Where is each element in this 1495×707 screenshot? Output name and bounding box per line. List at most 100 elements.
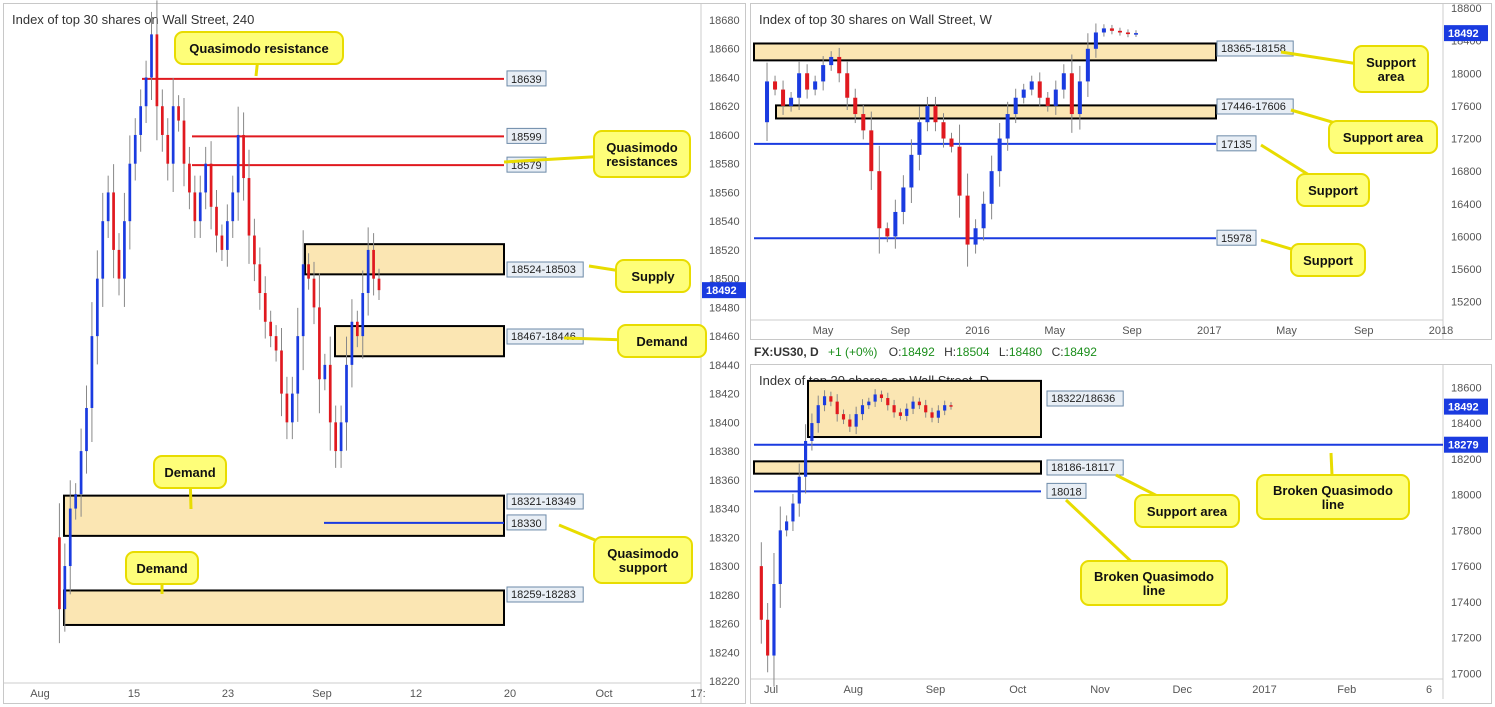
candle-body — [106, 192, 110, 222]
x-tick-label: Oct — [595, 688, 612, 700]
candle-body — [765, 81, 770, 123]
candle-body — [841, 414, 846, 420]
candle-body — [128, 163, 132, 222]
candle-body — [188, 163, 191, 193]
h4-chart-svg[interactable]: Index of top 30 shares on Wall Street, 2… — [4, 0, 747, 705]
zone-label-box — [1216, 98, 1294, 115]
candle-body — [155, 34, 159, 107]
callout-box — [1256, 474, 1410, 520]
candle-body — [941, 122, 946, 139]
y-tick-label: 18000 — [1451, 490, 1482, 502]
candle-body — [209, 163, 213, 207]
daily-low: 18480 — [1008, 345, 1043, 359]
callout-box — [1353, 45, 1429, 93]
candle-body — [296, 336, 300, 394]
daily-high: 18504 — [956, 345, 990, 359]
callout-label: line — [1322, 497, 1344, 512]
level-label-box — [506, 127, 547, 144]
x-tick-label: May — [1276, 325, 1297, 337]
candle-body — [139, 106, 143, 135]
chart-title: Index of top 30 shares on Wall Street, W — [759, 12, 993, 27]
candle-body — [816, 405, 820, 424]
axis-level-label: 18279 — [1448, 440, 1479, 452]
zone-label: 18321-18349 — [511, 496, 576, 508]
candle-body — [242, 134, 245, 179]
x-tick-label: 2017 — [1197, 325, 1221, 337]
candle-body — [328, 364, 332, 423]
candle-body — [372, 249, 375, 279]
candle-body — [773, 81, 778, 90]
candle-body — [886, 398, 890, 406]
candle-body — [236, 134, 240, 193]
current-price-label: 18492 — [1448, 402, 1479, 414]
callout-box — [593, 130, 691, 178]
candle-body — [63, 566, 67, 610]
zone-label: 17446-17606 — [1221, 101, 1286, 113]
y-tick-label: 18400 — [709, 417, 740, 429]
zone-label: 18322/18636 — [1051, 393, 1115, 405]
y-tick-label: 18340 — [709, 504, 740, 516]
y-tick-label: 18680 — [709, 15, 740, 27]
candle-body — [117, 249, 121, 279]
current-price-box — [702, 282, 746, 299]
callout-label: Demand — [136, 561, 187, 576]
candle-body — [835, 401, 839, 415]
candle-body — [318, 307, 321, 380]
y-tick-label: 18800 — [1451, 3, 1482, 15]
callout-label: area — [1378, 69, 1406, 84]
callout-label: Supply — [631, 269, 675, 284]
x-tick-label: Sep — [890, 325, 910, 337]
x-tick-label: Nov — [1090, 684, 1110, 696]
candle-body — [936, 410, 940, 418]
y-tick-label: 18640 — [709, 72, 740, 84]
x-tick-label: 6 — [1426, 684, 1432, 696]
zone-rect — [753, 460, 1042, 475]
callout-label: support — [619, 560, 668, 575]
daily-chart-svg[interactable]: Index of top 30 shares on Wall Street, D… — [751, 365, 1493, 705]
y-tick-label: 18200 — [1451, 454, 1482, 466]
zone-rect — [753, 42, 1217, 62]
candle-body — [1077, 81, 1082, 115]
callout-box — [125, 551, 199, 585]
zone-label: 18259-18283 — [511, 589, 576, 601]
callout-label: Support area — [1343, 130, 1424, 145]
candle-body — [989, 171, 994, 204]
zone-label: 18524-18503 — [511, 264, 576, 276]
candle-body — [933, 105, 938, 123]
candle-body — [1013, 97, 1018, 115]
daily-chart-panel[interactable]: Index of top 30 shares on Wall Street, D… — [750, 364, 1492, 704]
candle-body — [215, 206, 218, 236]
y-tick-label: 17800 — [1451, 525, 1482, 537]
weekly-chart-panel[interactable]: Index of top 30 shares on Wall Street, W… — [750, 3, 1492, 340]
zone-label-box — [1046, 459, 1124, 476]
callout-box — [1328, 120, 1438, 154]
callout-box — [615, 259, 691, 293]
callout-box — [1134, 494, 1240, 528]
weekly-chart-svg[interactable]: Index of top 30 shares on Wall Street, W… — [751, 3, 1493, 341]
candle-body — [930, 412, 934, 418]
y-tick-label: 17200 — [1451, 134, 1482, 146]
candle-body — [789, 97, 794, 106]
candle-body — [361, 293, 365, 337]
daily-symbol: FX:US30, D — [754, 345, 819, 359]
candle-body — [307, 264, 310, 279]
y-tick-label: 18280 — [709, 590, 740, 602]
candle-body — [1037, 81, 1042, 98]
callout-label: Demand — [636, 334, 687, 349]
h4-chart-panel[interactable]: Index of top 30 shares on Wall Street, 2… — [3, 0, 747, 705]
candle-body — [901, 187, 906, 212]
y-tick-label: 18440 — [709, 360, 740, 372]
candle-body — [1021, 89, 1026, 98]
candle-body — [1045, 97, 1050, 106]
candle-body — [804, 440, 808, 477]
candle-body — [925, 105, 930, 123]
x-tick-label: Dec — [1172, 684, 1192, 696]
zone-label: 18186-18117 — [1051, 462, 1115, 474]
y-tick-label: 18600 — [1451, 382, 1482, 394]
candle-body — [997, 138, 1002, 172]
candle-body — [822, 396, 827, 406]
y-tick-label: 15600 — [1451, 264, 1482, 276]
candle-body — [334, 422, 338, 452]
candle-body — [123, 221, 126, 279]
candle-body — [177, 106, 180, 121]
